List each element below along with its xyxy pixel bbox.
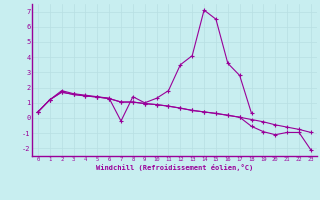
X-axis label: Windchill (Refroidissement éolien,°C): Windchill (Refroidissement éolien,°C) (96, 164, 253, 171)
